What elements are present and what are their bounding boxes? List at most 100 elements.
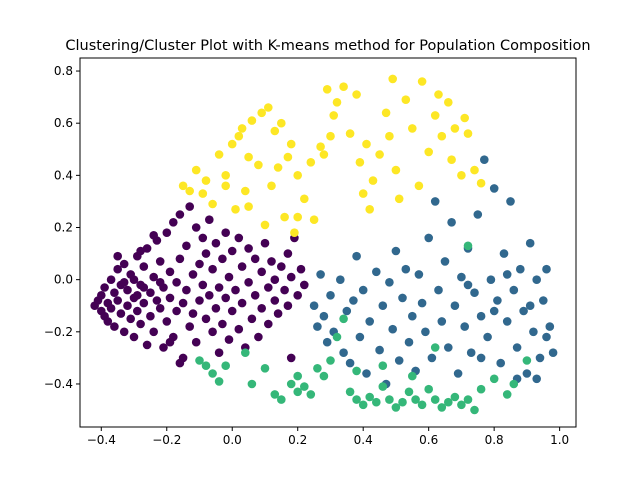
- data-point-cluster-3: [332, 98, 342, 107]
- data-point-cluster-3: [417, 77, 427, 86]
- data-point-cluster-1: [414, 270, 424, 279]
- data-point-cluster-0: [286, 353, 296, 363]
- data-point-cluster-3: [264, 103, 273, 112]
- data-point-cluster-1: [358, 285, 368, 295]
- data-point-cluster-2: [241, 348, 250, 358]
- data-point-cluster-3: [316, 142, 325, 151]
- data-point-cluster-0: [172, 278, 181, 287]
- data-point-cluster-0: [257, 267, 267, 277]
- data-point-cluster-0: [198, 233, 208, 243]
- data-point-cluster-0: [182, 285, 191, 295]
- data-point-cluster-1: [388, 324, 398, 334]
- data-point-cluster-0: [218, 319, 227, 329]
- data-point-cluster-3: [450, 124, 460, 133]
- data-point-cluster-0: [139, 283, 149, 292]
- data-point-cluster-0: [277, 262, 286, 271]
- data-point-cluster-1: [516, 264, 525, 274]
- data-point-cluster-0: [169, 218, 178, 227]
- data-point-cluster-0: [221, 293, 230, 303]
- data-point-cluster-2: [408, 371, 417, 381]
- data-point-cluster-3: [231, 205, 240, 214]
- y-tick-label: 0.0: [54, 273, 73, 287]
- data-point-cluster-1: [473, 210, 483, 219]
- data-point-cluster-1: [394, 356, 404, 365]
- data-point-cluster-0: [250, 291, 260, 300]
- data-point-cluster-3: [424, 147, 434, 157]
- data-point-cluster-3: [244, 202, 253, 211]
- data-point-cluster-3: [401, 95, 411, 104]
- data-point-cluster-0: [270, 296, 280, 305]
- data-point-cluster-0: [119, 259, 129, 269]
- data-point-cluster-0: [254, 332, 263, 342]
- data-point-cluster-2: [332, 332, 342, 342]
- data-point-cluster-1: [496, 358, 506, 368]
- data-point-cluster-0: [113, 296, 122, 305]
- data-point-cluster-2: [247, 379, 257, 389]
- data-point-cluster-0: [227, 246, 237, 256]
- data-point-cluster-0: [293, 291, 303, 300]
- data-point-cluster-2: [411, 395, 420, 404]
- data-point-cluster-3: [381, 108, 391, 118]
- data-point-cluster-0: [165, 267, 175, 277]
- data-point-cluster-2: [300, 382, 309, 391]
- data-point-cluster-3: [234, 131, 244, 141]
- data-point-cluster-3: [358, 189, 368, 198]
- data-point-cluster-0: [126, 314, 135, 324]
- data-point-cluster-2: [277, 395, 286, 404]
- data-point-cluster-1: [483, 332, 492, 342]
- data-point-cluster-0: [100, 283, 109, 292]
- data-point-cluster-0: [237, 262, 247, 271]
- data-point-cluster-1: [539, 296, 548, 305]
- y-tick-label: 0.2: [54, 221, 73, 235]
- data-point-cluster-0: [224, 335, 234, 344]
- data-point-cluster-0: [296, 264, 306, 274]
- data-point-cluster-2: [476, 384, 486, 394]
- data-point-cluster-2: [378, 361, 388, 371]
- data-point-cluster-1: [522, 369, 532, 378]
- data-point-cluster-1: [385, 278, 394, 287]
- y-tick-label: 0.4: [54, 168, 73, 182]
- x-tick-label: 0.2: [288, 433, 307, 447]
- data-point-cluster-0: [205, 291, 214, 300]
- data-point-cluster-1: [375, 345, 384, 355]
- data-point-cluster-3: [221, 181, 230, 191]
- data-point-cluster-1: [457, 272, 466, 282]
- data-point-cluster-1: [424, 233, 434, 243]
- data-point-cluster-2: [404, 387, 414, 397]
- data-point-cluster-0: [123, 301, 132, 311]
- data-point-cluster-1: [352, 251, 361, 261]
- data-point-cluster-2: [463, 395, 473, 404]
- data-point-cluster-0: [142, 340, 152, 350]
- data-point-cluster-1: [404, 337, 414, 347]
- data-point-cluster-2: [260, 364, 270, 373]
- data-point-cluster-1: [519, 306, 528, 316]
- data-point-cluster-1: [408, 311, 417, 321]
- data-point-cluster-3: [178, 181, 188, 191]
- data-point-cluster-2: [450, 392, 460, 402]
- data-point-cluster-1: [378, 301, 388, 311]
- data-point-cluster-0: [133, 291, 142, 300]
- data-point-cluster-1: [499, 249, 509, 258]
- data-point-cluster-3: [394, 194, 404, 204]
- data-point-cluster-1: [509, 285, 519, 295]
- data-point-cluster-2: [417, 400, 427, 410]
- data-point-cluster-0: [155, 278, 165, 287]
- data-point-cluster-1: [437, 317, 447, 326]
- y-tick-label: 0.6: [54, 116, 73, 130]
- data-point-cluster-0: [146, 311, 155, 321]
- x-tick-label: 1.0: [550, 433, 569, 447]
- data-point-cluster-1: [417, 298, 427, 308]
- x-tick-label: −0.4: [87, 433, 116, 447]
- data-point-cluster-1: [342, 306, 352, 316]
- data-point-cluster-0: [165, 293, 175, 303]
- data-point-cluster-3: [290, 228, 299, 237]
- x-tick-label: −0.2: [152, 433, 181, 447]
- data-point-cluster-0: [218, 254, 227, 264]
- data-point-cluster-0: [106, 275, 116, 285]
- data-point-cluster-0: [244, 278, 253, 287]
- data-point-cluster-0: [116, 309, 126, 318]
- data-point-cluster-3: [306, 158, 316, 167]
- data-point-cluster-3: [244, 152, 253, 162]
- data-point-cluster-0: [214, 283, 224, 292]
- data-point-cluster-2: [306, 390, 316, 399]
